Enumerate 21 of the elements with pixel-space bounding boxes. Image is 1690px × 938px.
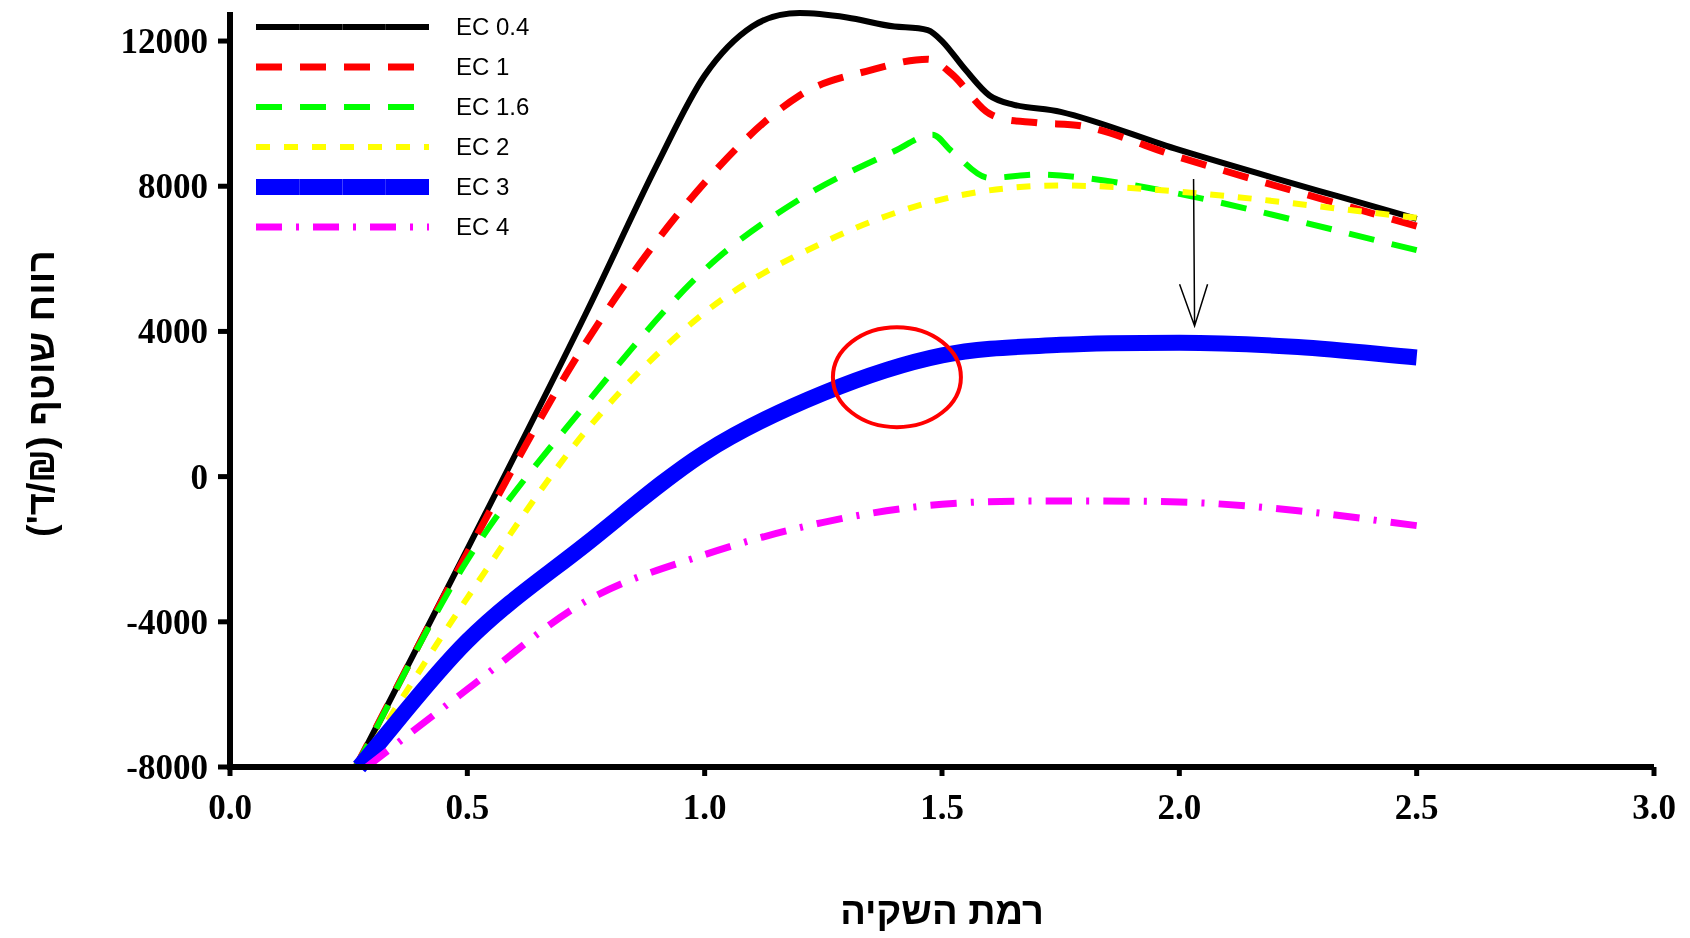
y-axis-title: רווח שוטף (₪/ד')	[20, 249, 62, 538]
y-tick-label: -8000	[126, 748, 208, 787]
x-axis-title: רמת השקיה	[840, 890, 1044, 932]
legend-label: EC 4	[456, 213, 510, 240]
x-tick-label: 1.0	[682, 788, 727, 827]
x-tick-label: 1.5	[920, 788, 964, 827]
x-tick-label: 2.0	[1157, 788, 1202, 827]
x-tick-label: 2.5	[1394, 788, 1439, 827]
y-tick-label: 8000	[138, 167, 208, 207]
x-tick-label: 0.0	[208, 788, 252, 827]
legend-label: EC 0.4	[456, 13, 530, 40]
y-tick-label: 12000	[120, 22, 208, 62]
x-tick-label: 3.0	[1632, 788, 1676, 827]
legend-label: EC 2	[456, 133, 510, 160]
y-tick-label: -4000	[126, 602, 208, 642]
x-tick-label: 0.5	[445, 788, 490, 827]
legend-label: EC 1.6	[456, 93, 530, 120]
legend-label: EC 1	[456, 53, 510, 80]
y-tick-label: 4000	[138, 312, 208, 352]
legend-label: EC 3	[456, 173, 510, 200]
y-tick-label: 0	[190, 457, 208, 497]
